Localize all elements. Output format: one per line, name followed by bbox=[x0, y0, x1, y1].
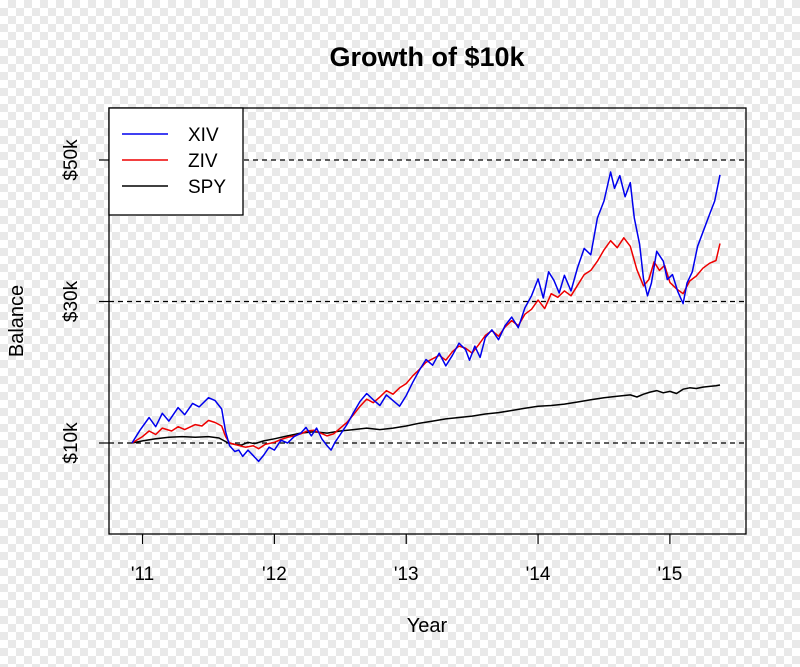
legend-box bbox=[108, 107, 244, 216]
x-tick-label-2: '13 bbox=[394, 564, 419, 585]
y-tick-label-2: $50k bbox=[61, 139, 82, 181]
series-line-ziv bbox=[131, 237, 721, 450]
y-axis: $10k $30k $50k bbox=[61, 139, 109, 464]
y-axis-title: Balance bbox=[6, 285, 28, 357]
x-tick-label-1: '12 bbox=[262, 564, 287, 585]
reference-lines bbox=[109, 159, 746, 444]
y-tick-label-1: $30k bbox=[61, 280, 82, 322]
y-tick-label-0: $10k bbox=[61, 422, 82, 464]
chart-title: Growth of $10k bbox=[329, 42, 525, 72]
x-tick-label-0: '11 bbox=[131, 564, 154, 585]
x-axis: '11 '12 '13 '14 '15 bbox=[131, 534, 682, 585]
legend-label-spy: SPY bbox=[188, 177, 226, 198]
plot-frame bbox=[108, 107, 747, 535]
series-lines bbox=[131, 171, 721, 463]
legend-label-ziv: ZIV bbox=[188, 151, 218, 172]
x-tick-label-4: '15 bbox=[658, 564, 683, 585]
x-tick-label-3: '14 bbox=[526, 564, 551, 585]
legend-label-xiv: XIV bbox=[188, 125, 219, 146]
series-line-xiv bbox=[131, 171, 721, 463]
x-axis-title: Year bbox=[407, 615, 448, 637]
legend: XIV ZIV SPY bbox=[108, 107, 244, 216]
series-line-spy bbox=[131, 384, 721, 446]
